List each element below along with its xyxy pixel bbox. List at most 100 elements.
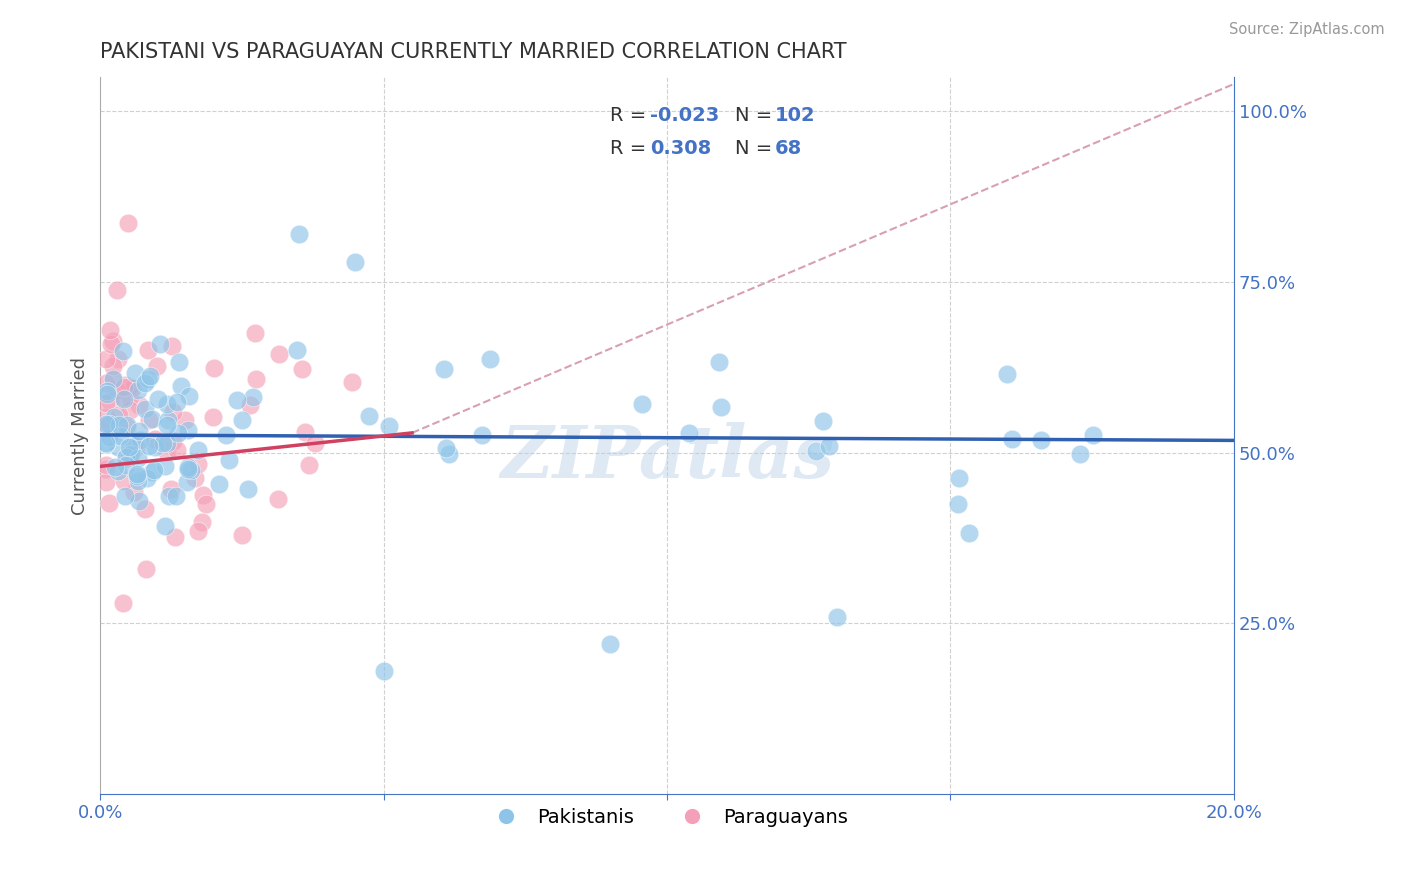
Point	[231, 413, 253, 427]
Legend: Pakistanis, Paraguayans: Pakistanis, Paraguayans	[478, 800, 856, 835]
Text: 0.308: 0.308	[650, 139, 711, 159]
Point	[115, 418, 138, 433]
Point	[156, 397, 179, 411]
Point	[146, 359, 169, 373]
Point	[142, 463, 165, 477]
Point	[124, 440, 146, 454]
Point	[108, 429, 131, 443]
Point	[187, 524, 209, 539]
Point	[120, 390, 142, 404]
Text: Source: ZipAtlas.com: Source: ZipAtlas.com	[1229, 22, 1385, 37]
Point	[94, 475, 117, 489]
Point	[243, 326, 266, 340]
Point	[191, 488, 214, 502]
Text: 102: 102	[775, 105, 815, 125]
Point	[114, 489, 136, 503]
Point	[128, 424, 150, 438]
Point	[138, 439, 160, 453]
Y-axis label: Currently Married: Currently Married	[72, 357, 89, 515]
Point	[124, 366, 146, 380]
Point	[127, 474, 149, 488]
Point	[120, 402, 142, 417]
Point	[242, 390, 264, 404]
Point	[97, 430, 120, 444]
Point	[174, 413, 197, 427]
Point	[128, 494, 150, 508]
Point	[377, 419, 399, 434]
Point	[114, 451, 136, 466]
Point	[100, 337, 122, 351]
Point	[167, 355, 190, 369]
Point	[156, 436, 179, 450]
Point	[291, 361, 314, 376]
Point	[118, 448, 141, 462]
Point	[105, 284, 128, 298]
Point	[599, 637, 621, 651]
Point	[239, 398, 262, 412]
Point	[208, 476, 231, 491]
Text: N =: N =	[735, 105, 779, 125]
Text: R =: R =	[610, 105, 652, 125]
Point	[177, 461, 200, 475]
Point	[162, 434, 184, 448]
Point	[373, 664, 395, 678]
Point	[136, 372, 159, 386]
Text: ZIPatlas: ZIPatlas	[501, 422, 834, 492]
Point	[1069, 447, 1091, 461]
Point	[125, 469, 148, 483]
Point	[176, 460, 198, 475]
Point	[98, 417, 121, 431]
Point	[357, 409, 380, 424]
Point	[94, 352, 117, 367]
Point	[471, 427, 494, 442]
Point	[806, 443, 828, 458]
Point	[117, 216, 139, 230]
Point	[153, 518, 176, 533]
Point	[114, 450, 136, 464]
Point	[101, 334, 124, 349]
Point	[120, 446, 142, 460]
Point	[103, 371, 125, 385]
Point	[1083, 427, 1105, 442]
Point	[177, 423, 200, 437]
Point	[231, 527, 253, 541]
Point	[157, 489, 180, 503]
Point	[149, 336, 172, 351]
Point	[298, 458, 321, 472]
Point	[94, 410, 117, 425]
Point	[344, 254, 367, 268]
Point	[118, 440, 141, 454]
Point	[165, 530, 187, 544]
Point	[96, 436, 118, 450]
Point	[128, 434, 150, 448]
Point	[184, 471, 207, 485]
Point	[107, 441, 129, 455]
Point	[165, 489, 187, 503]
Point	[141, 412, 163, 426]
Point	[995, 367, 1018, 381]
Point	[112, 380, 135, 394]
Point	[111, 596, 134, 610]
Point	[226, 392, 249, 407]
Point	[115, 458, 138, 472]
Point	[948, 471, 970, 485]
Point	[94, 420, 117, 434]
Point	[176, 475, 198, 489]
Point	[202, 361, 225, 376]
Point	[156, 417, 179, 432]
Point	[108, 408, 131, 422]
Point	[245, 372, 267, 386]
Point	[267, 492, 290, 507]
Point	[1031, 434, 1053, 448]
Text: R =: R =	[610, 139, 652, 159]
Point	[152, 436, 174, 450]
Point	[957, 526, 980, 541]
Point	[117, 380, 139, 394]
Point	[179, 389, 201, 403]
Point	[94, 417, 117, 431]
Point	[101, 371, 124, 385]
Point	[94, 417, 117, 432]
Point	[127, 450, 149, 465]
Point	[108, 417, 131, 432]
Point	[112, 344, 135, 359]
